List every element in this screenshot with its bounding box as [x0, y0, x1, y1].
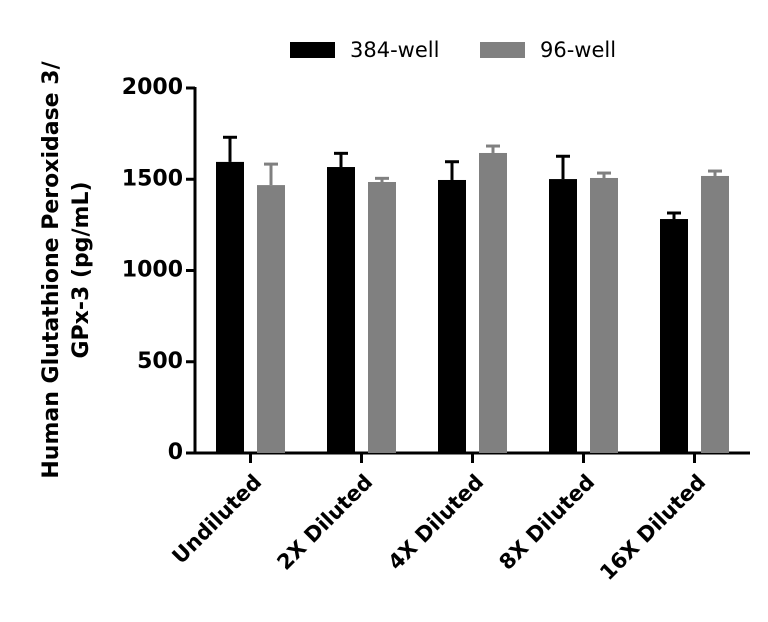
bar	[257, 185, 285, 453]
y-tick-label: 1500	[122, 166, 183, 191]
y-axis-title-line: GPx-3 (pg/mL)	[69, 181, 94, 358]
bar	[590, 177, 618, 453]
legend-swatch	[290, 42, 335, 58]
bar	[660, 219, 688, 453]
legend-label: 384-well	[350, 38, 439, 62]
y-tick-label: 500	[137, 349, 183, 374]
bar	[438, 179, 466, 454]
bar	[701, 175, 729, 453]
x-tick-label: 8X Diluted	[494, 470, 599, 575]
bar	[479, 152, 507, 453]
x-tick-label: 16X Diluted	[595, 470, 710, 585]
bar	[368, 181, 396, 454]
y-axis-title-line: Human Glutathione Peroxidase 3/	[39, 60, 64, 478]
legend-swatch	[480, 42, 525, 58]
bar	[327, 167, 355, 453]
y-tick-label: 0	[168, 440, 183, 465]
x-tick-label: Undiluted	[167, 470, 266, 569]
bar	[216, 161, 244, 453]
y-axis-title: Human Glutathione Peroxidase 3/ GPx-3 (p…	[39, 60, 94, 478]
y-tick-label: 1000	[122, 258, 183, 283]
y-tick-label: 2000	[122, 75, 183, 100]
x-tick-label: 4X Diluted	[383, 470, 488, 575]
legend-label: 96-well	[540, 38, 616, 62]
bar	[549, 179, 577, 453]
x-tick-label: 2X Diluted	[272, 470, 377, 575]
